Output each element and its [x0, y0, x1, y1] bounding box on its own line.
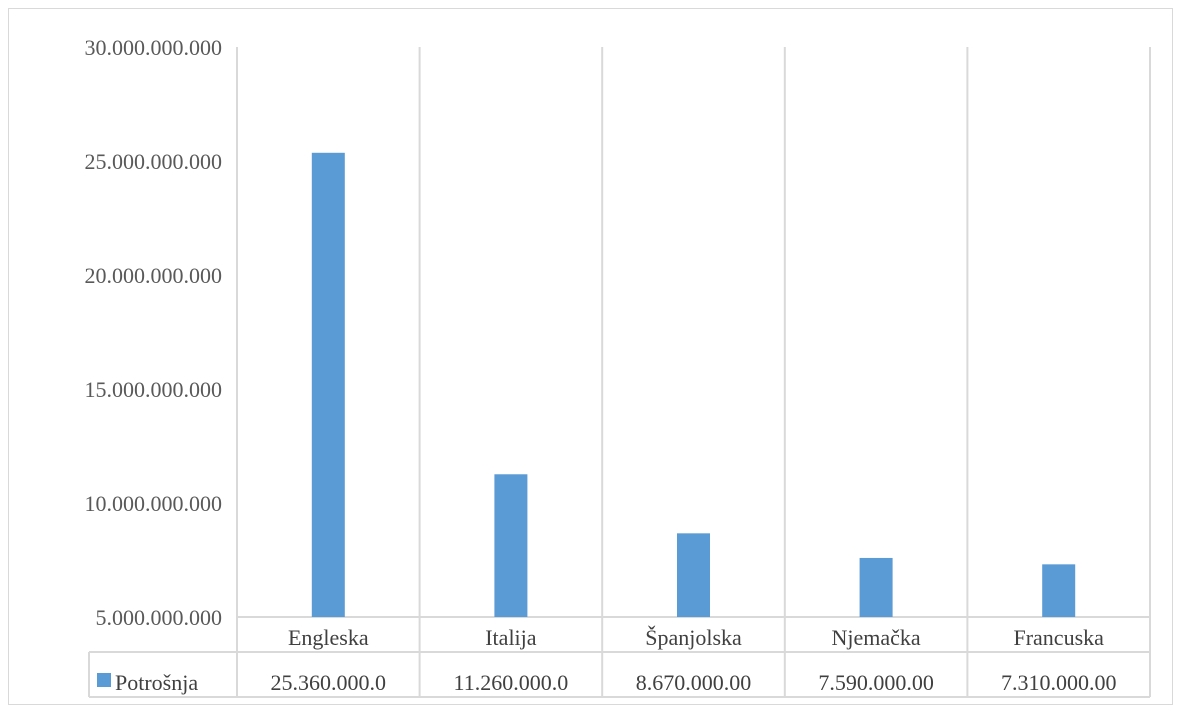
bar: [1042, 564, 1076, 617]
legend-key: [97, 673, 111, 687]
legend-label: Potrošnja: [115, 670, 198, 695]
data-table-value: 25.360.000.0: [271, 670, 387, 695]
y-tick-label: 25.000.000.000: [85, 149, 223, 174]
data-table-value: 11.260.000.0: [454, 670, 569, 695]
bar: [311, 152, 345, 618]
bar: [677, 533, 710, 617]
category-labels: Engleska Italija Španjolska Njemačka Francus…: [288, 625, 1104, 650]
y-tick-label: 5.000.000.000: [96, 605, 223, 630]
bar: [494, 474, 528, 617]
y-tick-label: 10.000.000.000: [85, 491, 223, 516]
y-axis-ticks: 30.000.000.000 25.000.000.000 20.000.000.0…: [85, 35, 223, 630]
y-tick-label: 20.000.000.000: [85, 263, 223, 288]
y-tick-label: 30.000.000.000: [85, 35, 223, 60]
category-label: Italija: [485, 625, 537, 650]
data-table: Potrošnja 25.360.000.0 11.260.000.0 8.670.0…: [97, 670, 1116, 695]
category-label: Engleska: [288, 625, 369, 650]
category-label: Francuska: [1013, 625, 1104, 650]
bars: [311, 152, 1076, 618]
data-table-value: 7.590.000.00: [818, 670, 934, 695]
bar: [859, 557, 893, 617]
y-tick-label: 15.000.000.000: [85, 377, 223, 402]
chart-frame: [8, 8, 1173, 705]
category-label: Njemačka: [832, 625, 921, 650]
grid-lines: [88, 47, 1151, 698]
data-table-value: 7.310.000.00: [1001, 670, 1117, 695]
category-label: Španjolska: [645, 625, 742, 650]
data-table-value: 8.670.000.00: [636, 670, 752, 695]
